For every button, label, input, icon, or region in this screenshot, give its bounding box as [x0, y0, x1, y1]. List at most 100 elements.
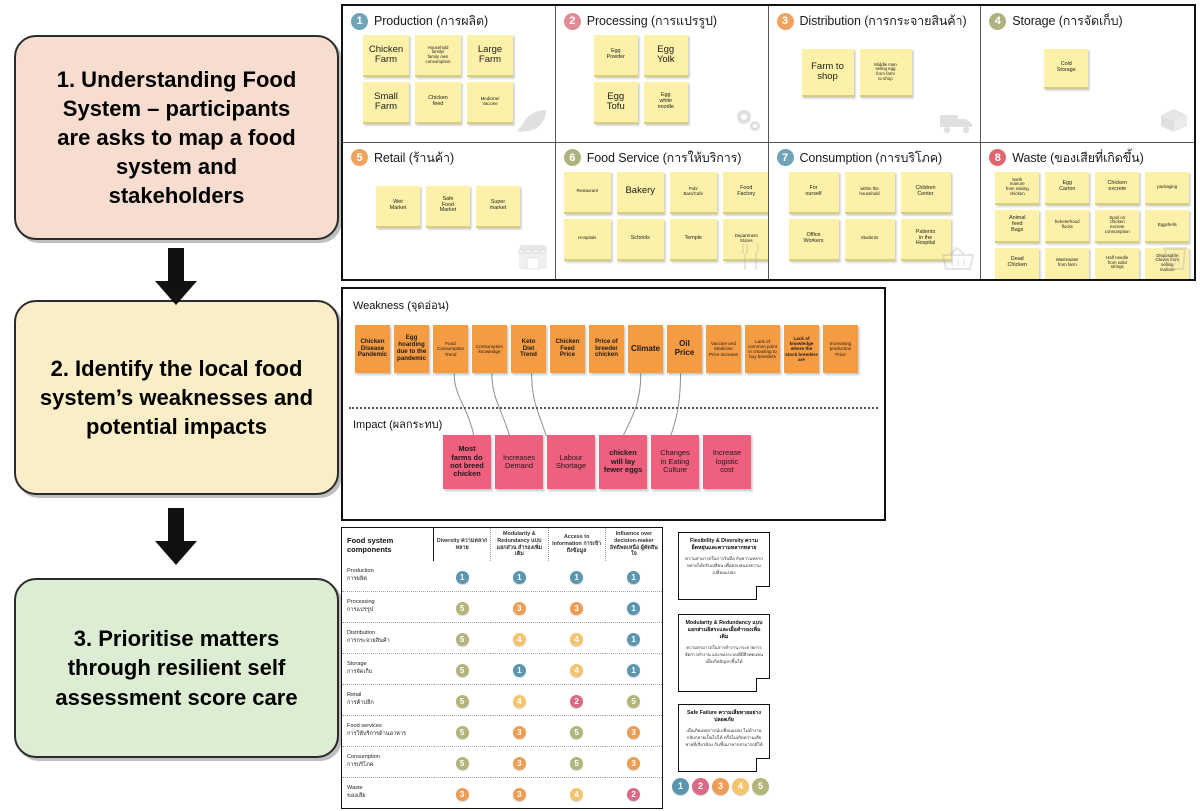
impact-label: Impact (ผลกระทบ): [353, 419, 443, 431]
sticky-note: Egg Powder: [593, 35, 638, 77]
legend-dot-1: 1: [672, 778, 689, 795]
leaf-icon: [516, 108, 550, 139]
food-system-cell-4: 4 Storage (การจัดเก็บ) Cold Storage: [981, 6, 1194, 143]
step-box-2: 2. Identify the local food system’s weak…: [14, 300, 339, 495]
food-system-cell-3: 3 Distribution (การกระจายสินค้า) Farm to s…: [768, 6, 982, 143]
score-cell: 4: [548, 777, 605, 808]
weakness-note: Food Consumption Trend: [433, 325, 468, 373]
score-dot: 5: [455, 756, 469, 770]
sticky-note: Disposable Gloves from selling manure: [1145, 247, 1190, 279]
table-row: Production การผลิต 1 1 1 1: [341, 561, 663, 592]
score-dot: 3: [512, 725, 526, 739]
shop-icon: [516, 243, 550, 276]
cell-header: 6 Food Service (การให้บริการ): [563, 148, 762, 168]
callout-title: Modularity & Redundancy แบบแยกส่วนอิสระแ…: [685, 620, 763, 641]
row-label: Storage การจัดเก็บ: [347, 661, 373, 675]
sticky-note: Schools: [616, 218, 664, 261]
score-cell: 3: [605, 746, 662, 777]
score-cell: 3: [491, 777, 548, 808]
sticky-note: Department Stores: [722, 218, 768, 261]
score-dot: 3: [455, 787, 469, 801]
sticky-note: packaging: [1145, 171, 1190, 205]
sticky-note-group: teeth manure from raising chicken Egg Car…: [995, 171, 1194, 279]
impact-note: chicken will lay fewer eggs: [599, 435, 647, 489]
score-cell: 1: [605, 591, 662, 622]
score-cell: 3: [548, 591, 605, 622]
stage-title: Production (การผลิต): [374, 14, 489, 28]
sticky-note: Office Workers: [788, 218, 839, 261]
weakness-note: Lack of knowledge where the stock breede…: [784, 325, 819, 373]
weakness-note: Chicken Disease Pandemic: [355, 325, 390, 373]
sticky-note-group: Egg Powder Egg Yolk Egg Tofu Egg white nood…: [593, 35, 694, 124]
sticky-note: Restaurant: [563, 171, 611, 214]
row-label: Waste ของเสีย: [347, 785, 366, 799]
score-dot: 3: [627, 756, 641, 770]
sticky-note: Patients in the Hospital: [900, 218, 951, 261]
score-dot: 1: [627, 663, 641, 677]
score-cell: 5: [434, 591, 491, 622]
sticky-note: Wet Market: [376, 185, 420, 228]
stage-title: Distribution (การกระจายสินค้า): [799, 14, 967, 28]
score-cell: 3: [605, 715, 662, 746]
score-dot: 3: [512, 756, 526, 770]
cell-header: 4 Storage (การจัดเก็บ): [989, 11, 1188, 31]
score-cell: 4: [548, 653, 605, 684]
weakness-note: Climate: [628, 325, 663, 373]
dogear-corner-icon: [756, 586, 770, 600]
basket-icon: [941, 246, 975, 276]
step-1-text: 1. Understanding Food System – participa…: [56, 66, 297, 209]
weakness-impact-panel: Weakness (จุดอ่อน) Impact (ผลกระทบ) Chic…: [341, 287, 886, 521]
score-dot: 1: [627, 632, 641, 646]
weakness-note: Increasing production Price: [823, 325, 858, 373]
score-dot: 4: [570, 632, 584, 646]
table-row: Distribution การกระจายสินค้า 5 4 4 1: [341, 622, 663, 654]
score-dot: 3: [512, 601, 526, 615]
sticky-note: Chicken feed: [415, 82, 461, 124]
sticky-note: Dead Chicken: [995, 247, 1040, 279]
legend-dot-3: 3: [712, 778, 729, 795]
score-dot: 2: [627, 787, 641, 801]
score-cell: 5: [434, 653, 491, 684]
sticky-note-group: Cold Storage: [1044, 49, 1094, 89]
sticky-note-group: Wet Market Safe Food Market Super market: [376, 185, 526, 228]
step-box-3: 3. Prioritise matters through resilient …: [14, 578, 339, 758]
row-label: Production การผลิต: [347, 568, 374, 582]
impact-note: Increase logistic cost: [703, 435, 751, 489]
stage-number-badge: 3: [776, 12, 794, 30]
callout-modularity-redundancy: Modularity & Redundancy แบบแยกส่วนอิสระแ…: [678, 614, 770, 692]
score-dot: 1: [455, 570, 469, 584]
score-dot: 3: [570, 601, 584, 615]
sticky-note: Egg white noodle: [643, 82, 688, 124]
score-cell: 3: [491, 746, 548, 777]
score-dot: 5: [627, 694, 641, 708]
sticky-note-group: Farm to shop Middle man seling egg from f…: [801, 49, 918, 97]
sticky-note: beheterhood flocks: [1045, 209, 1090, 243]
box-icon: [1159, 108, 1189, 139]
score-cell: 1: [548, 561, 605, 591]
score-cell: 5: [605, 684, 662, 715]
cell-header: 1 Production (การผลิต): [351, 11, 549, 31]
sticky-note: Household family/ family own consumption: [415, 35, 461, 77]
impact-note: Increases Demand: [495, 435, 543, 489]
dogear-corner-icon: [756, 678, 770, 692]
step-2-text: 2. Identify the local food system’s weak…: [39, 355, 314, 440]
callout-flexibility-diversity: Flexibility & Diversity ความยืดหยุ่นและค…: [678, 532, 770, 600]
score-cell: 5: [434, 715, 491, 746]
down-arrow-icon: [155, 508, 197, 565]
weakness-label: Weakness (จุดอ่อน): [353, 300, 449, 312]
sticky-note: Chicken Farm: [363, 35, 409, 77]
score-cell: 5: [434, 684, 491, 715]
sticky-note: Chicken excrete: [1095, 171, 1140, 205]
score-dot: 3: [512, 787, 526, 801]
stage-number-badge: 6: [563, 149, 581, 166]
score-dot: 3: [627, 725, 641, 739]
sticky-note: teeth manure from raising chicken: [995, 171, 1040, 205]
score-dot: 5: [455, 725, 469, 739]
score-dot: 1: [512, 570, 526, 584]
sticky-note-group: Restaurant Bakery Pub/ Bars/Cafe Food Facto…: [563, 171, 768, 261]
score-cell: 1: [605, 622, 662, 653]
stage-title: Processing (การแปรรูป): [586, 14, 717, 28]
score-cell: 1: [605, 653, 662, 684]
score-dot: 5: [455, 601, 469, 615]
